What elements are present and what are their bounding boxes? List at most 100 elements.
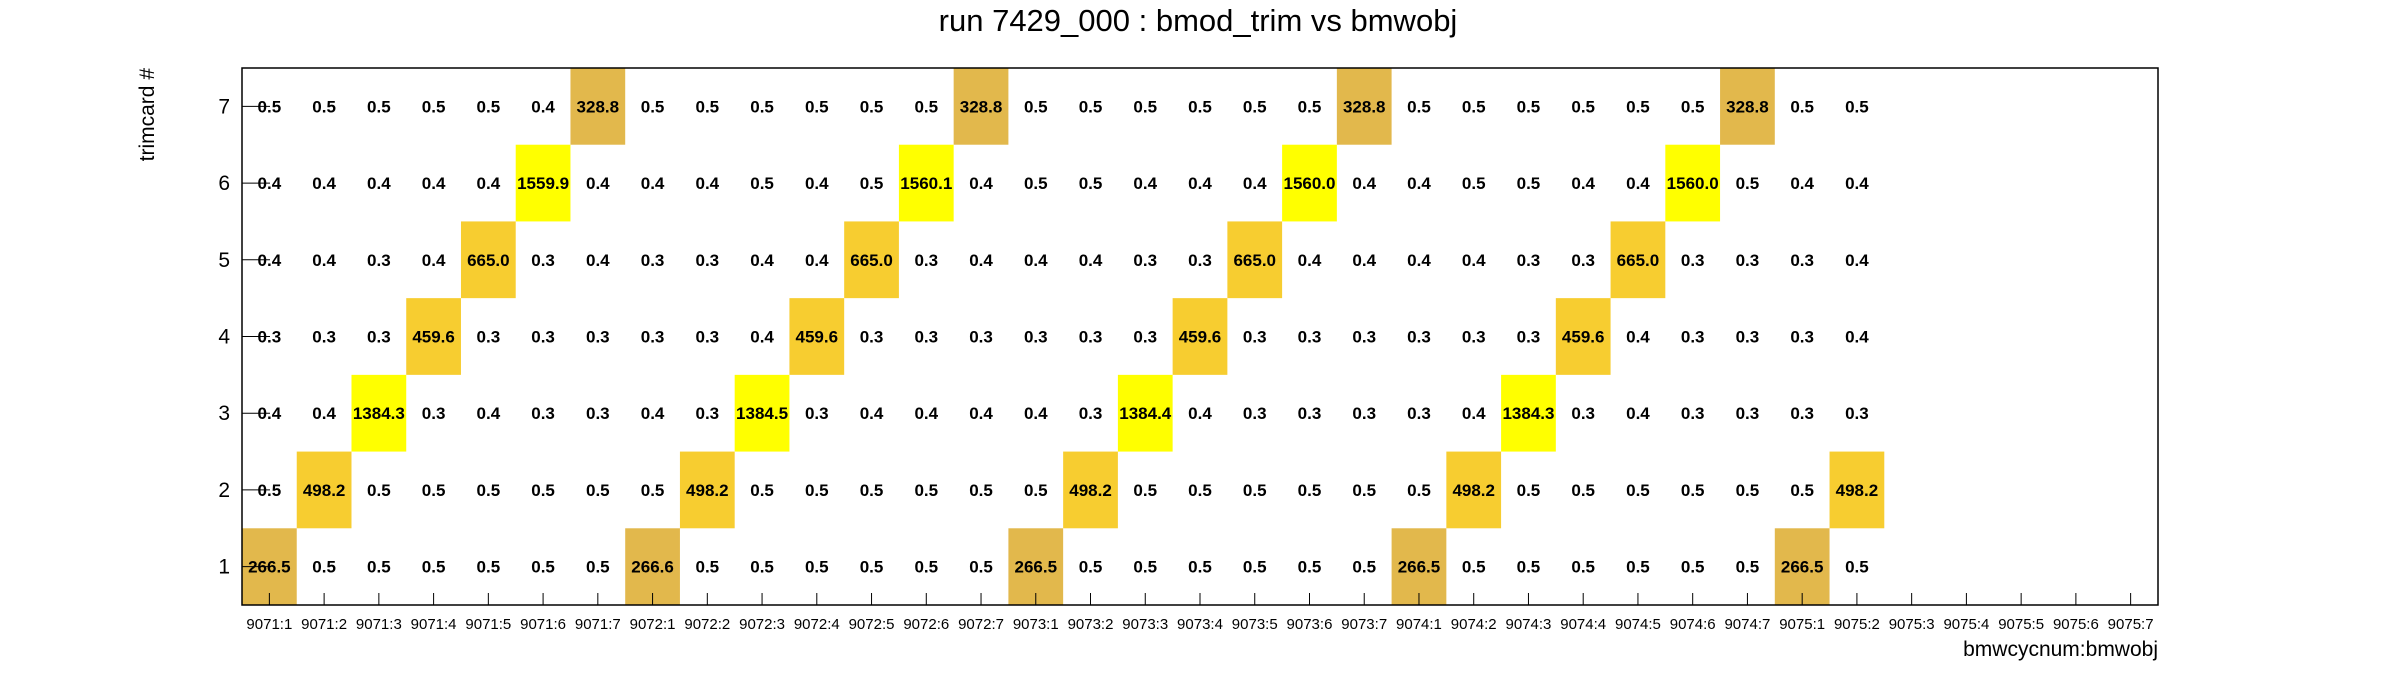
- cell-value-label: 0.4: [1845, 174, 1869, 193]
- heatmap-cell: [1282, 144, 1337, 222]
- y-axis: 1 2 3 4 5 6 7: [218, 95, 270, 579]
- cell-value-label: 0.5: [750, 558, 774, 577]
- x-tick-label: 9074:7: [1724, 616, 1770, 633]
- cell-value-label: 0.3: [695, 328, 719, 347]
- cell-value-label: 0.5: [586, 481, 610, 500]
- cell-value-label: 0.4: [1079, 251, 1103, 270]
- cell-value-label: 0.3: [1243, 404, 1267, 423]
- cell-value-label: 0.5: [1517, 558, 1541, 577]
- cell-value-label: 0.3: [422, 404, 446, 423]
- cell-value-label: 0.4: [969, 174, 993, 193]
- cell-value-label: 0.4: [1571, 174, 1595, 193]
- cell-value-label: 0.3: [1736, 251, 1760, 270]
- cell-value-label: 0.3: [1517, 251, 1541, 270]
- cell-value-label: 0.3: [1681, 404, 1705, 423]
- cell-value-label: 0.3: [1790, 404, 1814, 423]
- cell-value-label: 0.5: [860, 174, 884, 193]
- cell-value-label: 0.5: [1462, 558, 1486, 577]
- cell-value-label: 0.5: [1790, 481, 1814, 500]
- x-tick-label: 9072:1: [630, 616, 676, 633]
- heatmap-cell: [734, 374, 790, 452]
- cell-value-label: 0.5: [969, 481, 993, 500]
- cell-value-label: 0.5: [1188, 481, 1212, 500]
- cell-value-label: 665.0: [1617, 251, 1660, 270]
- cell-value-label: 0.5: [1243, 97, 1267, 116]
- cell-value-label: 459.6: [796, 328, 839, 347]
- cell-value-label: 0.4: [1626, 174, 1650, 193]
- cell-value-label: 0.5: [1133, 558, 1157, 577]
- cell-value-label: 498.2: [1836, 481, 1879, 500]
- cell-value-label: 0.4: [477, 174, 501, 193]
- x-tick-label: 9071:5: [465, 616, 511, 633]
- cell-value-label: 0.4: [422, 174, 446, 193]
- cell-value-label: 0.3: [914, 251, 938, 270]
- cell-value-label: 0.5: [860, 97, 884, 116]
- x-tick-label: 9073:3: [1122, 616, 1168, 633]
- cell-value-label: 665.0: [1233, 251, 1276, 270]
- cell-value-label: 0.5: [1462, 174, 1486, 193]
- cell-value-label: 0.5: [1133, 97, 1157, 116]
- cell-value-label: 0.3: [586, 404, 610, 423]
- cell-value-label: 0.5: [969, 558, 993, 577]
- x-tick-label: 9071:3: [356, 616, 402, 633]
- cell-value-label: 0.5: [531, 558, 555, 577]
- cell-value-label: 0.4: [1024, 251, 1048, 270]
- cell-value-label: 0.5: [367, 481, 391, 500]
- cell-value-label: 0.3: [1188, 251, 1212, 270]
- cell-value-label: 1559.9: [517, 174, 569, 193]
- x-tick-label: 9073:2: [1068, 616, 1114, 633]
- x-axis: 9071:1 9071:2 9071:3 9071:4 9071:5 9071:6 9071…: [246, 593, 2154, 633]
- cell-value-label: 0.3: [1462, 328, 1486, 347]
- heatmap-cell: [1063, 451, 1118, 529]
- cell-value-label: 0.5: [1024, 174, 1048, 193]
- cell-value-label: 0.4: [969, 251, 993, 270]
- cell-value-label: 0.3: [1079, 328, 1103, 347]
- cell-value-label: 0.5: [312, 558, 336, 577]
- cell-value-label: 0.5: [1736, 174, 1760, 193]
- cell-value-label: 0.5: [1298, 97, 1322, 116]
- cell-value-label: 328.8: [577, 97, 620, 116]
- cell-value-label: 1560.0: [1283, 174, 1335, 193]
- cell-value-label: 0.5: [750, 97, 774, 116]
- cell-value-label: 0.3: [1079, 404, 1103, 423]
- cell-value-label: 0.5: [367, 97, 391, 116]
- cell-value-label: 0.5: [1845, 97, 1869, 116]
- heatmap-cell: [679, 451, 735, 529]
- heatmap-cell: [1829, 451, 1885, 529]
- cell-value-label: 1560.0: [1667, 174, 1719, 193]
- cell-value-label: 0.5: [1571, 97, 1595, 116]
- cell-value-label: 0.4: [1024, 404, 1048, 423]
- heatmap-cell: [1665, 144, 1721, 222]
- cell-value-label: 0.5: [1517, 97, 1541, 116]
- heatmap-cell: [460, 221, 516, 299]
- cell-value-label: 0.3: [586, 328, 610, 347]
- cell-value-label: 0.3: [1407, 328, 1431, 347]
- cell-value-label: 0.3: [1352, 328, 1376, 347]
- y-tick-label: 3: [218, 402, 230, 425]
- cell-value-label: 328.8: [1343, 97, 1386, 116]
- cell-value-label: 0.5: [1626, 97, 1650, 116]
- cell-value-label: 0.5: [531, 481, 555, 500]
- heatmap-cell: [351, 374, 407, 452]
- cell-value-label: 498.2: [303, 481, 346, 500]
- chart-title: run 7429_000 : bmod_trim vs bmwobj: [939, 3, 1458, 38]
- x-tick-label: 9073:4: [1177, 616, 1223, 633]
- cell-value-label: 0.4: [312, 404, 336, 423]
- cell-value-label: 0.5: [422, 481, 446, 500]
- cell-value-label: 665.0: [850, 251, 893, 270]
- cell-value-label: 0.4: [1188, 404, 1212, 423]
- x-tick-label: 9074:4: [1560, 616, 1606, 633]
- heatmap-cell: [625, 528, 680, 605]
- cell-value-label: 0.3: [695, 251, 719, 270]
- cell-value-label: 0.5: [1079, 174, 1103, 193]
- cell-value-label: 1560.1: [900, 174, 952, 193]
- cell-value-label: 0.5: [422, 558, 446, 577]
- cell-value-label: 0.3: [1736, 404, 1760, 423]
- x-tick-label: 9072:7: [958, 616, 1004, 633]
- cell-value-label: 0.5: [1681, 97, 1705, 116]
- cell-value-label: 0.3: [477, 328, 501, 347]
- heatmap-cell: [1446, 451, 1502, 529]
- x-tick-label: 9072:4: [794, 616, 840, 633]
- heatmap-cell: [1610, 221, 1666, 299]
